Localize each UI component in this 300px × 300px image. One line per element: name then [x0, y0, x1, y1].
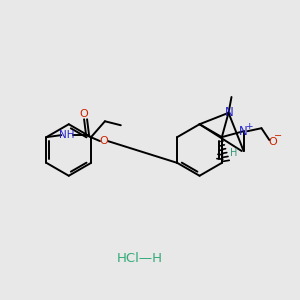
Text: −: −: [274, 131, 282, 141]
Text: O: O: [80, 109, 88, 119]
Text: N: N: [239, 125, 248, 138]
Text: NH: NH: [58, 130, 74, 140]
Text: O: O: [268, 137, 277, 147]
Text: H: H: [230, 148, 237, 158]
Text: HCl—H: HCl—H: [117, 253, 163, 266]
Text: +: +: [245, 122, 252, 131]
Text: O: O: [100, 136, 108, 146]
Text: N: N: [225, 106, 234, 119]
